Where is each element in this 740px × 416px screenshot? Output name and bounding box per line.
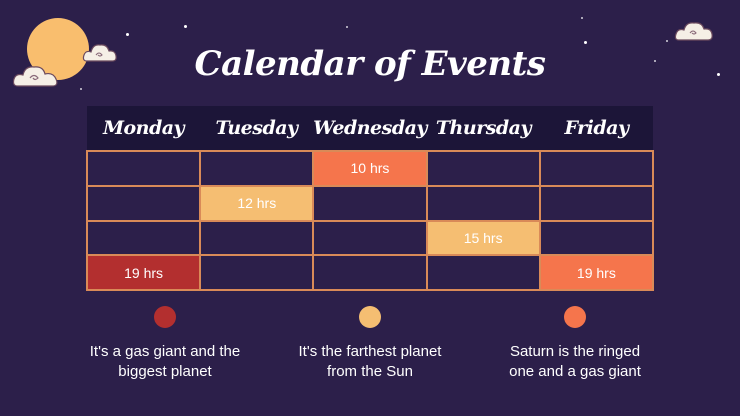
event-cell: 12 hrs <box>199 184 315 222</box>
star-icon <box>654 60 656 62</box>
calendar-cell <box>85 150 202 187</box>
calendar-cell <box>425 150 541 187</box>
calendar-cell <box>538 219 655 257</box>
cloud-icon <box>12 66 58 87</box>
event-cell: 19 hrs <box>85 254 202 291</box>
calendar-cell <box>199 150 315 187</box>
page-title: Calendar of Events <box>194 44 546 84</box>
day-header-friday: Friday <box>564 117 630 139</box>
calendar-cell <box>425 254 541 291</box>
event-cell: 15 hrs <box>425 219 541 257</box>
day-header-tuesday: Tuesday <box>215 117 298 139</box>
legend-text: Saturn is the ringed one and a gas giant <box>475 342 675 382</box>
calendar-header: Monday Tuesday Wednesday Thursday Friday <box>87 106 653 150</box>
event-cell: 10 hrs <box>312 150 428 187</box>
cloud-icon <box>82 44 117 62</box>
calendar-cell <box>425 184 541 222</box>
legend-text-line: one and a gas giant <box>509 363 641 380</box>
table-row: 19 hrs 19 hrs <box>85 254 655 291</box>
calendar-cell <box>85 184 202 222</box>
day-header-monday: Monday <box>102 117 185 139</box>
star-icon <box>346 26 348 28</box>
star-icon <box>80 88 82 90</box>
legend-text-line: biggest planet <box>118 363 212 380</box>
star-icon <box>581 17 583 19</box>
legend-dot-icon <box>154 306 176 328</box>
star-icon <box>666 40 668 42</box>
calendar-cell <box>538 150 655 187</box>
legend-text: It's a gas giant and the biggest planet <box>65 342 265 382</box>
calendar-cell <box>85 219 202 257</box>
calendar-cell <box>312 219 428 257</box>
table-row: 15 hrs <box>85 219 655 257</box>
legend-dot-icon <box>359 306 381 328</box>
legend-item: Saturn is the ringed one and a gas giant <box>475 306 675 382</box>
star-icon <box>717 73 720 76</box>
calendar-cell <box>199 219 315 257</box>
table-row: 10 hrs <box>85 150 655 187</box>
legend-text-line: from the Sun <box>327 363 413 380</box>
legend-item: It's the farthest planet from the Sun <box>270 306 470 382</box>
legend-item: It's a gas giant and the biggest planet <box>65 306 265 382</box>
star-icon <box>126 33 129 36</box>
legend-text-line: Saturn is the ringed <box>509 343 641 360</box>
calendar-cell <box>312 184 428 222</box>
calendar-cell <box>199 254 315 291</box>
day-header-thursday: Thursday <box>435 117 532 139</box>
star-icon <box>584 41 587 44</box>
cloud-icon <box>674 22 713 41</box>
day-header-wednesday: Wednesday <box>313 117 427 139</box>
star-icon <box>184 25 187 28</box>
legend-text: It's the farthest planet from the Sun <box>270 342 470 382</box>
calendar-cell <box>538 184 655 222</box>
calendar-cell <box>312 254 428 291</box>
legend-dot-icon <box>564 306 586 328</box>
legend-text-line: It's the farthest planet <box>298 343 442 360</box>
legend-text-line: It's a gas giant and the <box>89 343 241 360</box>
calendar-grid: 10 hrs 12 hrs 15 hrs 19 hrs 19 hrs <box>85 150 655 291</box>
table-row: 12 hrs <box>85 184 655 222</box>
event-cell: 19 hrs <box>538 254 655 291</box>
